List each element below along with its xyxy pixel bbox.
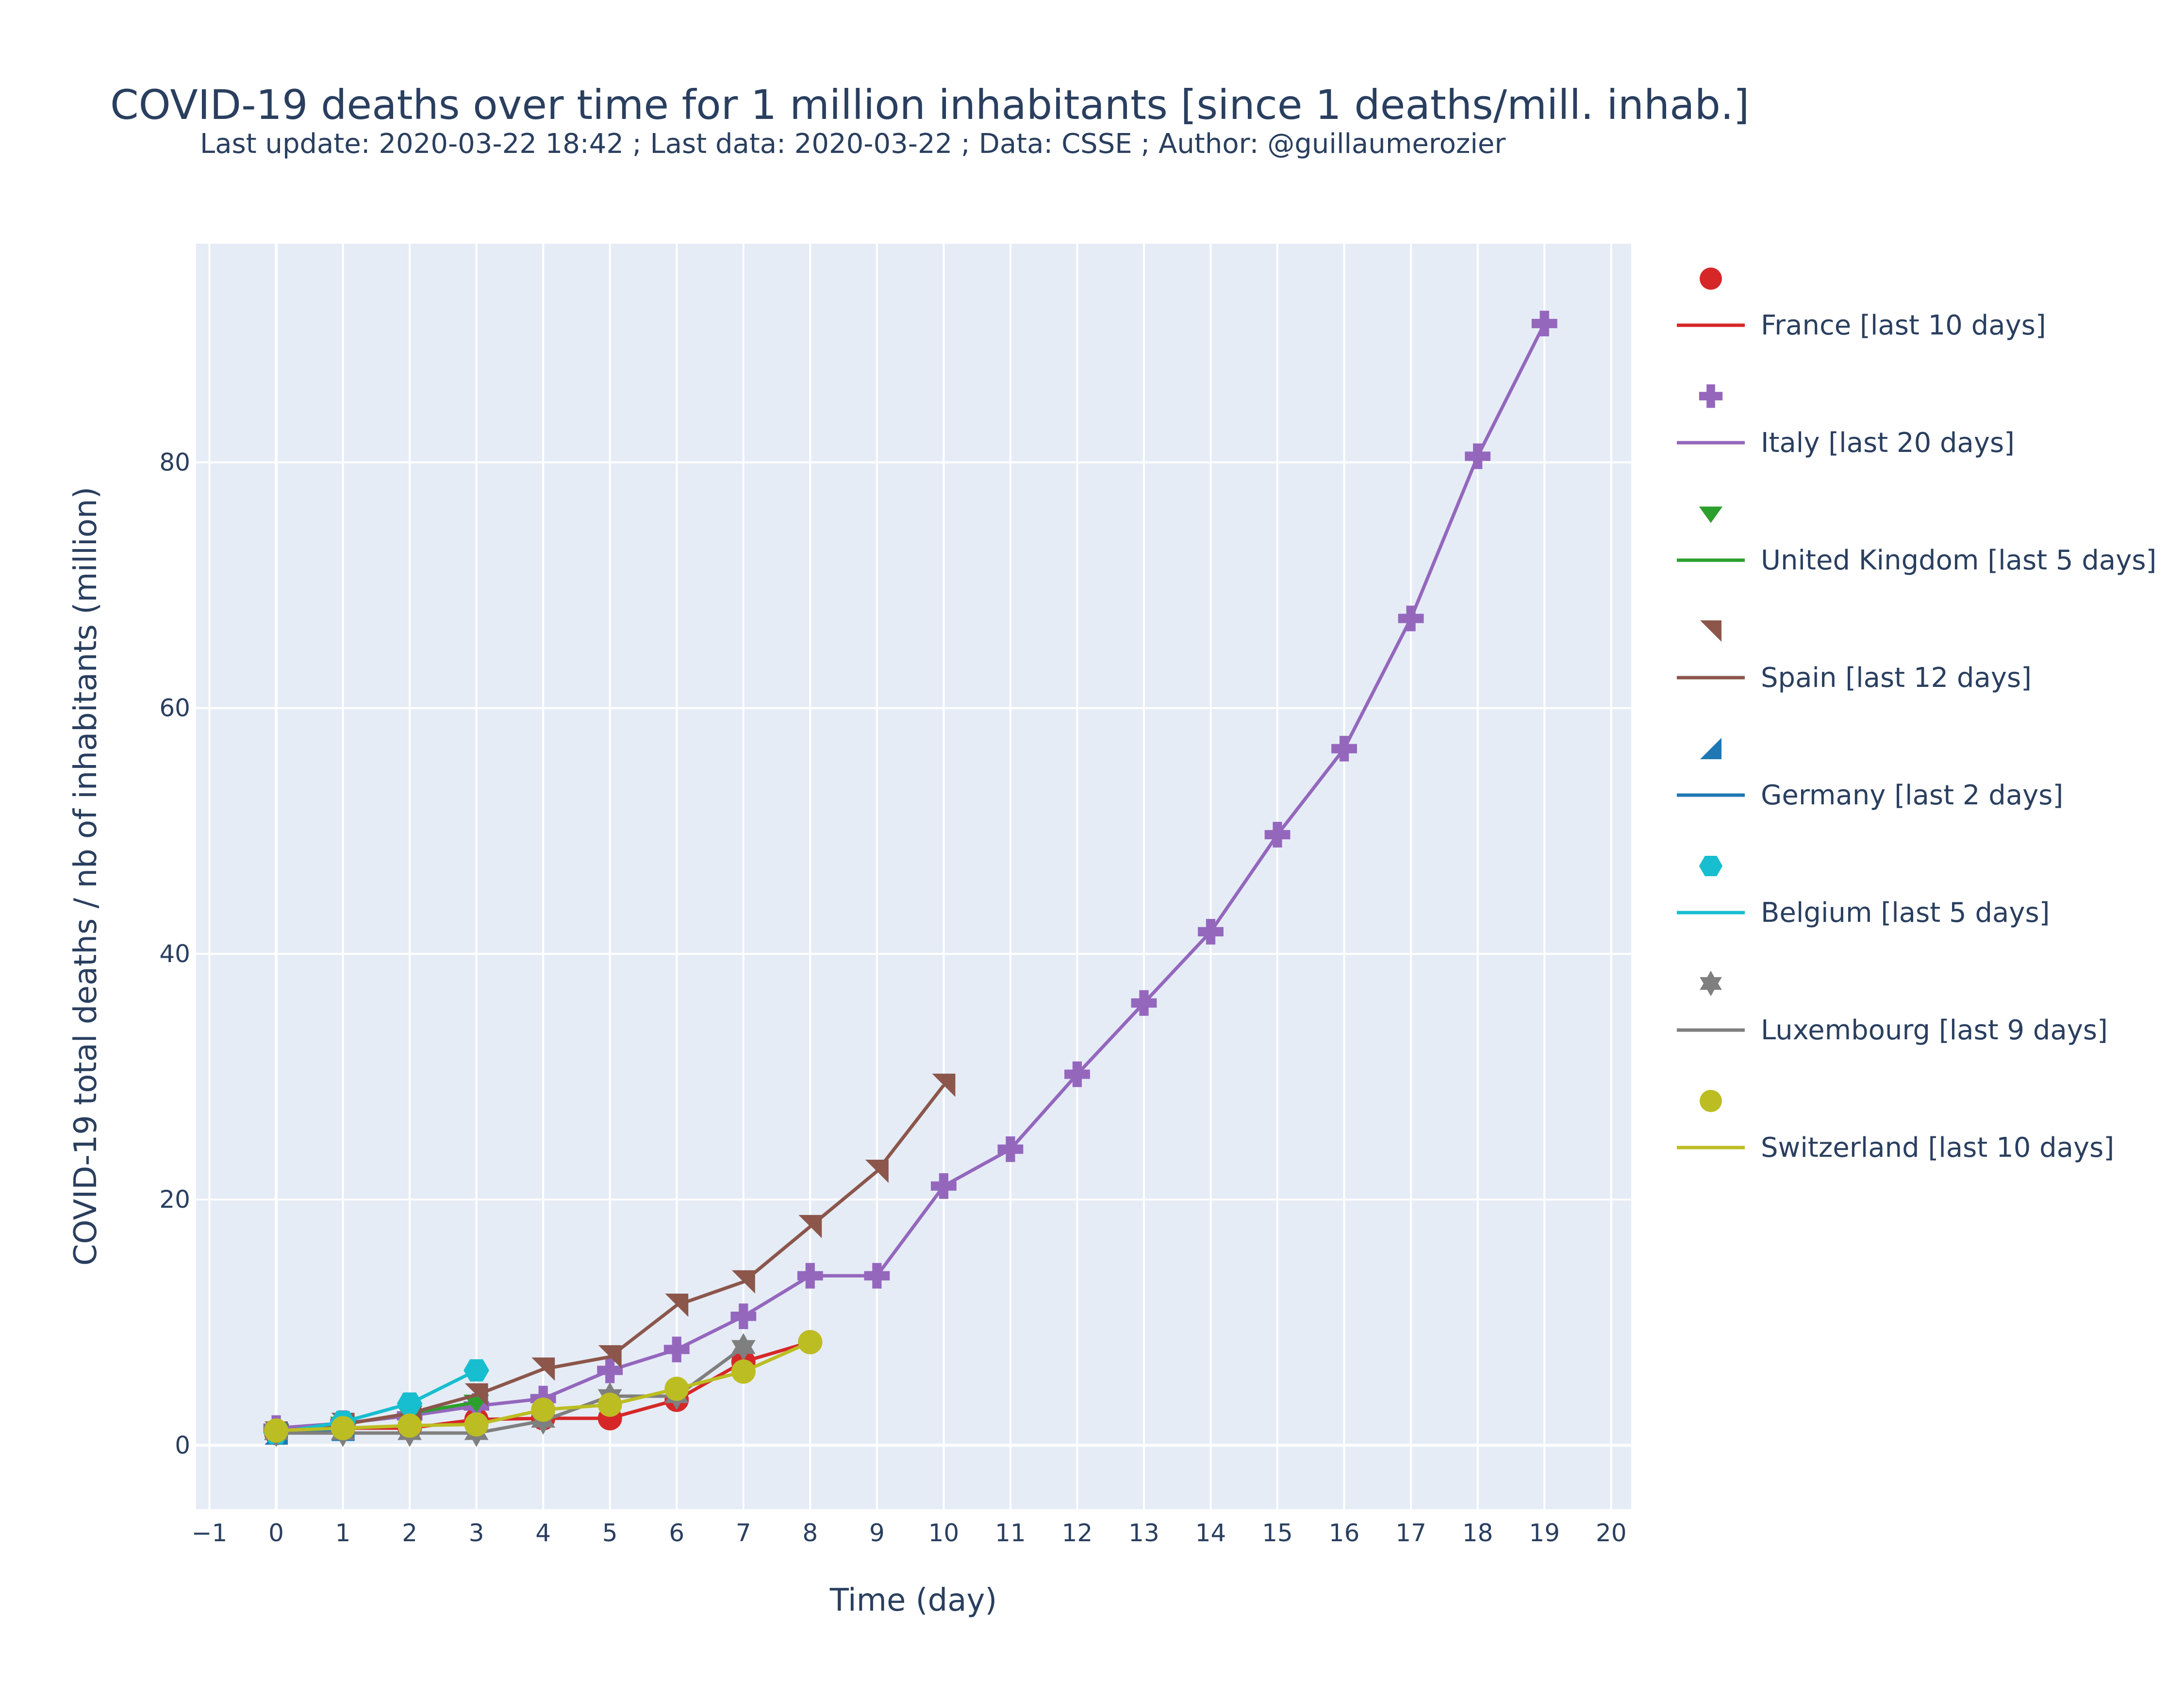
data-point-switzerland bbox=[798, 1330, 823, 1354]
data-point-switzerland bbox=[597, 1392, 622, 1417]
x-tick-label: 0 bbox=[268, 1519, 284, 1547]
x-tick-label: 11 bbox=[995, 1519, 1026, 1547]
axes: −1 0 1 2 3 4 5 6 7 8 9 10 11 12 13 14 15 16 17 18 19 20020406… bbox=[159, 449, 1626, 1547]
data-point-italy bbox=[1531, 311, 1557, 336]
chart-subtitle: Last update: 2020-03-22 18:42 ; Last dat… bbox=[200, 128, 1506, 160]
data-point-spain bbox=[932, 1073, 956, 1097]
legend-marker-switzerland bbox=[1700, 1090, 1722, 1112]
legend-marker-germany bbox=[1700, 738, 1721, 759]
y-tick-label: 40 bbox=[159, 940, 190, 968]
data-point-italy bbox=[997, 1136, 1024, 1162]
data-point-italy bbox=[797, 1263, 823, 1289]
data-point-spain bbox=[865, 1159, 889, 1183]
legend-marker-france bbox=[1700, 267, 1722, 290]
data-point-switzerland bbox=[331, 1416, 355, 1440]
plot-area bbox=[196, 244, 1631, 1509]
legend-marker-belgium bbox=[1699, 856, 1723, 876]
x-tick-label: 20 bbox=[1596, 1519, 1627, 1547]
x-tick-label: 18 bbox=[1462, 1519, 1493, 1547]
data-point-spain bbox=[665, 1293, 689, 1317]
x-tick-label: 1 bbox=[335, 1519, 351, 1547]
legend-label-luxembourg: Luxembourg [last 9 days] bbox=[1761, 1015, 2108, 1046]
data-point-belgium bbox=[397, 1392, 423, 1415]
x-tick-label: 9 bbox=[869, 1519, 885, 1547]
x-tick-label: 13 bbox=[1128, 1519, 1159, 1547]
legend-item-switzerland[interactable]: Switzerland [last 10 days] bbox=[1677, 1090, 2114, 1164]
legend-item-luxembourg[interactable]: Luxembourg [last 9 days] bbox=[1677, 970, 2108, 1046]
x-tick-label: 6 bbox=[669, 1519, 684, 1547]
x-tick-label: 4 bbox=[535, 1519, 551, 1547]
legend-label-switzerland: Switzerland [last 10 days] bbox=[1761, 1132, 2114, 1164]
y-axis-title: COVID-19 total deaths / nb of inhabitant… bbox=[68, 487, 104, 1266]
data-point-italy bbox=[1465, 443, 1491, 469]
x-tick-label: −1 bbox=[192, 1519, 228, 1547]
legend-label-united-kingdom: United Kingdom [last 5 days] bbox=[1761, 545, 2156, 576]
y-tick-label: 60 bbox=[159, 694, 190, 722]
x-tick-label: 2 bbox=[402, 1519, 417, 1547]
data-point-italy bbox=[730, 1303, 757, 1330]
data-point-spain bbox=[798, 1215, 822, 1238]
legend-label-belgium: Belgium [last 5 days] bbox=[1761, 897, 2050, 929]
data-point-spain bbox=[731, 1270, 755, 1294]
series-line-belgium bbox=[276, 1368, 478, 1435]
chart-title: COVID-19 deaths over time for 1 million … bbox=[110, 81, 1749, 129]
legend: France [last 10 days] Italy [last 20 days… bbox=[1677, 267, 2156, 1164]
x-tick-label: 7 bbox=[736, 1519, 751, 1547]
x-tick-label: 19 bbox=[1529, 1519, 1560, 1547]
data-point-italy bbox=[1198, 918, 1224, 945]
x-tick-label: 3 bbox=[469, 1519, 484, 1547]
data-point-italy bbox=[1064, 1061, 1090, 1087]
x-tick-label: 16 bbox=[1329, 1519, 1360, 1547]
legend-label-france: France [last 10 days] bbox=[1761, 310, 2046, 341]
legend-item-italy[interactable]: Italy [last 20 days] bbox=[1677, 384, 2015, 459]
data-point-switzerland bbox=[731, 1359, 756, 1384]
data-point-italy bbox=[1398, 605, 1424, 632]
y-tick-label: 0 bbox=[175, 1431, 190, 1459]
legend-marker-luxembourg bbox=[1700, 970, 1722, 997]
x-tick-label: 8 bbox=[802, 1519, 818, 1547]
legend-marker-united-kingdom bbox=[1699, 506, 1723, 523]
x-tick-label: 10 bbox=[928, 1519, 960, 1547]
grid bbox=[196, 244, 1631, 1509]
legend-marker-italy bbox=[1699, 384, 1723, 408]
data-point-switzerland bbox=[464, 1412, 489, 1437]
legend-item-germany[interactable]: Germany [last 2 days] bbox=[1677, 738, 2063, 811]
data-point-spain bbox=[464, 1383, 488, 1407]
data-point-italy bbox=[1331, 735, 1357, 762]
data-point-switzerland bbox=[397, 1413, 422, 1438]
data-point-italy bbox=[597, 1357, 623, 1383]
y-tick-label: 20 bbox=[159, 1185, 190, 1214]
y-tick-label: 80 bbox=[159, 449, 190, 477]
data-point-italy bbox=[1264, 822, 1291, 848]
data-point-italy bbox=[864, 1263, 890, 1289]
data-point-switzerland bbox=[664, 1376, 689, 1401]
data-point-italy bbox=[930, 1173, 957, 1199]
x-tick-label: 5 bbox=[602, 1519, 618, 1547]
legend-label-germany: Germany [last 2 days] bbox=[1761, 780, 2063, 811]
x-tick-label: 12 bbox=[1062, 1519, 1093, 1547]
data-point-switzerland bbox=[264, 1418, 289, 1443]
x-tick-label: 15 bbox=[1262, 1519, 1293, 1547]
data-point-luxembourg bbox=[731, 1333, 756, 1361]
series-switzerland bbox=[264, 1330, 823, 1443]
data-point-spain bbox=[531, 1357, 555, 1381]
legend-item-belgium[interactable]: Belgium [last 5 days] bbox=[1677, 856, 2050, 929]
data-point-italy bbox=[663, 1336, 690, 1363]
data-point-spain bbox=[598, 1345, 622, 1369]
data-point-italy bbox=[1131, 990, 1157, 1016]
legend-item-united-kingdom[interactable]: United Kingdom [last 5 days] bbox=[1677, 506, 2156, 576]
legend-label-spain: Spain [last 12 days] bbox=[1761, 662, 2032, 694]
data-point-switzerland bbox=[531, 1398, 556, 1422]
x-tick-label: 17 bbox=[1395, 1519, 1426, 1547]
legend-item-spain[interactable]: Spain [last 12 days] bbox=[1677, 620, 2032, 694]
x-axis-title: Time (day) bbox=[829, 1582, 997, 1618]
legend-label-italy: Italy [last 20 days] bbox=[1761, 427, 2015, 459]
x-tick-label: 14 bbox=[1195, 1519, 1226, 1547]
data-point-belgium bbox=[463, 1359, 490, 1382]
legend-marker-spain bbox=[1700, 620, 1721, 642]
legend-item-france[interactable]: France [last 10 days] bbox=[1677, 267, 2046, 341]
series-line-luxembourg bbox=[276, 1346, 745, 1435]
series-layer bbox=[263, 311, 1557, 1447]
